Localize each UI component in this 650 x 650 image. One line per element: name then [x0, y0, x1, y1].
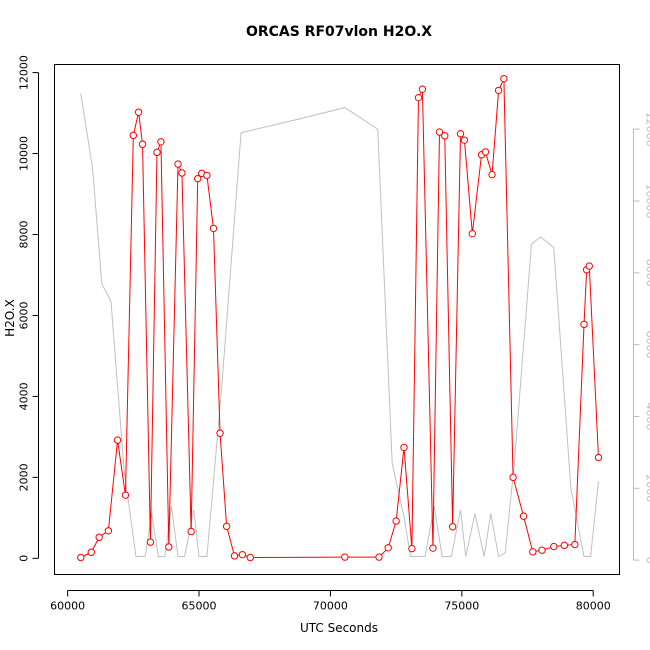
- h2o-series-point: [238, 550, 247, 559]
- y-tick-label: 12000: [18, 55, 31, 90]
- h2o-series-point: [550, 542, 558, 551]
- h2o-series-point: [246, 553, 254, 562]
- h2o-series-point: [104, 527, 113, 535]
- h2o-series-point: [222, 522, 231, 531]
- h2o-series-point: [384, 544, 392, 552]
- series-layer: [77, 74, 603, 562]
- h2o-series-point: [209, 224, 218, 233]
- x-tick-label: 70000: [313, 600, 348, 613]
- y-tick-label: 4000: [18, 382, 31, 410]
- y2-tick-label: 4000: [644, 402, 650, 430]
- x-tick-label: 75000: [444, 600, 479, 613]
- h2o-series-point: [408, 544, 416, 553]
- x-tick-label: 60000: [50, 600, 85, 613]
- x-axis-label: UTC Seconds: [300, 621, 378, 635]
- h2o-series-point: [400, 443, 408, 452]
- h2o-series-point: [230, 552, 239, 560]
- h2o-series-point: [95, 533, 103, 541]
- h2o-series-point: [203, 171, 211, 180]
- h2o-series-point: [529, 548, 537, 556]
- y-tick-label: 10000: [18, 136, 31, 171]
- h2o-series-point: [165, 543, 173, 551]
- h2o-series-point: [494, 86, 503, 95]
- h2o-series-point: [418, 85, 427, 93]
- h2o-series-point: [121, 491, 130, 499]
- h2o-series-point: [509, 473, 517, 482]
- h2o-series-point: [538, 546, 546, 554]
- y-tick-label: 6000: [18, 301, 31, 329]
- h2o-series-point: [571, 540, 579, 549]
- h2o-series-point: [157, 138, 165, 146]
- h2o-series-point: [146, 538, 155, 546]
- h2o-series-point: [174, 160, 182, 168]
- y2-tick-label: 12000: [644, 112, 650, 147]
- h2o-series-point: [435, 128, 444, 136]
- h2o-series-point: [216, 429, 224, 437]
- y-tick-label: 2000: [18, 463, 31, 491]
- plot-area-frame: [54, 64, 620, 575]
- h2o-series-point: [460, 136, 469, 144]
- h2o-series-point: [414, 93, 423, 102]
- h2o-series-point: [519, 512, 528, 520]
- h2o-series-point: [481, 148, 490, 156]
- h2o-series-line: [80, 78, 599, 559]
- h2o-series-point: [468, 229, 477, 238]
- chart-title: ORCAS RF07vlon H2O.X: [246, 24, 432, 40]
- y-tick-label: 8000: [18, 221, 31, 249]
- h2o-series-point: [129, 131, 138, 140]
- h2o-series-point: [594, 453, 603, 462]
- h2o-series-point: [153, 148, 161, 157]
- h2o-series-point: [580, 320, 588, 329]
- y2-tick-label: 10000: [644, 183, 650, 218]
- h2o-series-point: [341, 553, 349, 561]
- h2o-series-point: [429, 544, 437, 552]
- h2o-series-point: [488, 170, 496, 179]
- h2o-series-point: [77, 553, 85, 562]
- h2o-series-point: [138, 140, 147, 148]
- h2o-series-point: [392, 517, 400, 525]
- h2o-series-point: [113, 436, 122, 444]
- secondary-series-line: [80, 93, 599, 558]
- x-tick-label: 80000: [576, 600, 611, 613]
- h2o-series-point: [441, 132, 449, 140]
- axes-layer: 60000 65000 70000 75000 80000020004000600080…: [18, 55, 650, 612]
- h2o-series-point: [500, 74, 508, 83]
- h2o-series-point: [134, 108, 143, 116]
- y2-tick-label: 0: [644, 557, 650, 564]
- y2-tick-label: 2000: [644, 474, 650, 502]
- x-tick-label: 65000: [182, 600, 217, 613]
- h2o-series-point: [178, 169, 186, 177]
- y-tick-label: 0: [18, 555, 31, 562]
- h2o-series-point: [187, 527, 195, 536]
- h2o-series-point: [194, 174, 202, 183]
- h2o-series-point: [560, 541, 569, 550]
- h2o-series-point: [585, 262, 593, 270]
- h2o-series-point: [87, 548, 95, 556]
- y2-tick-label: 8000: [644, 259, 650, 287]
- y-axis-label: H2O.X: [3, 299, 17, 337]
- h2o-series-point: [448, 523, 457, 531]
- h2o-series-point: [375, 553, 383, 561]
- h2o-series-point: [456, 130, 465, 138]
- y2-tick-label: 6000: [644, 331, 650, 359]
